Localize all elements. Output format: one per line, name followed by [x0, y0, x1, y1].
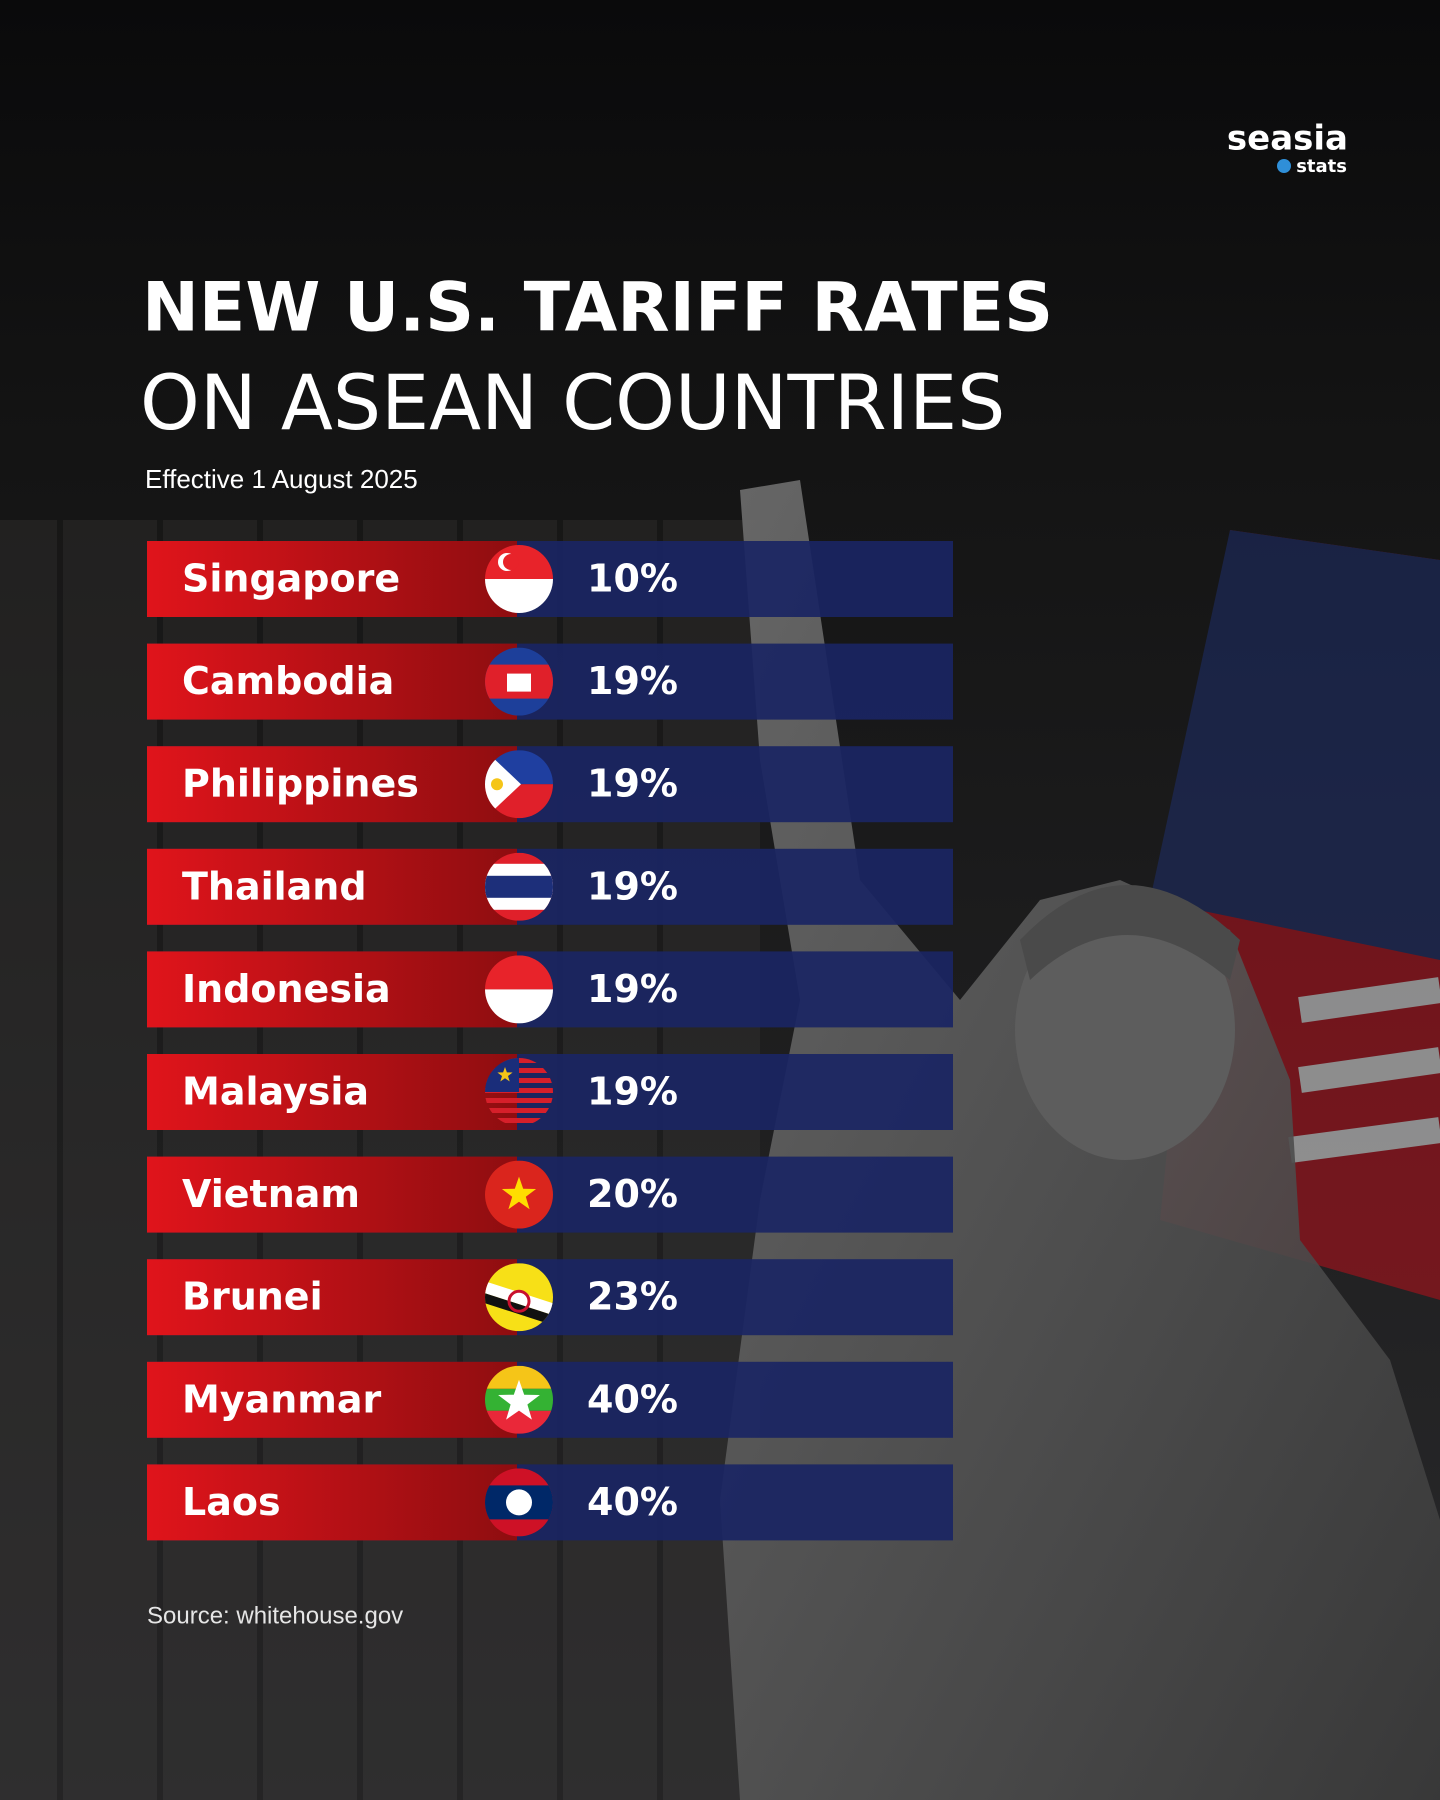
tariff-row: Thailand 19% [147, 848, 953, 925]
country-bar [147, 951, 517, 1028]
country-name: Brunei [182, 1275, 323, 1319]
flag-part [506, 1489, 532, 1516]
country-bar [147, 1054, 517, 1130]
tariff-row: Philippines 19% [147, 746, 953, 823]
country-bar [147, 1156, 517, 1233]
flag-part [485, 1281, 553, 1316]
tariff-row: Myanmar 40% [147, 1361, 953, 1438]
country-name: Singapore [182, 557, 400, 601]
country-bar [147, 746, 517, 823]
logo-tag: stats [1296, 156, 1347, 177]
country-name: Thailand [182, 864, 367, 908]
tariff-rate: 19% [587, 967, 678, 1011]
tariff-rate: 23% [587, 1275, 678, 1319]
tariff-rate: 19% [587, 1070, 678, 1114]
country-name: Malaysia [182, 1070, 369, 1114]
tariff-row: Singapore 10% [147, 541, 953, 617]
tariff-rate: 40% [587, 1377, 678, 1421]
flag-part [497, 1067, 513, 1082]
country-bar [147, 848, 517, 925]
flag-part [485, 1118, 553, 1123]
country-name: Myanmar [182, 1377, 382, 1421]
tariff-row: Laos 40% [147, 1464, 953, 1541]
flag-part [485, 1293, 553, 1326]
flag [485, 1263, 553, 1332]
flag-part [507, 1289, 531, 1313]
flag [485, 955, 553, 1024]
country-bar [147, 643, 517, 720]
flag-part [485, 1108, 553, 1113]
tariff-rate: 10% [587, 557, 678, 601]
logo-name: seasia [1227, 119, 1348, 159]
flag-part [507, 673, 531, 692]
flag-part [501, 1176, 537, 1210]
country-name: Laos [182, 1480, 281, 1524]
source: Source: whitehouse.gov [147, 1602, 403, 1629]
tariff-rate: 20% [587, 1172, 678, 1216]
title-line-1: NEW U.S. TARIFF RATES [142, 269, 1053, 348]
logo-dot [1277, 159, 1291, 173]
flag [485, 1160, 553, 1229]
tariff-row: Vietnam 20% [147, 1156, 953, 1233]
flag-part [503, 554, 519, 570]
rows: Singapore 10%Cambodia 19%Philippines 19%Tha… [147, 541, 953, 1541]
flag [485, 1365, 553, 1434]
country-name: Vietnam [182, 1172, 360, 1216]
tariff-rate: 19% [587, 659, 678, 703]
flag [485, 852, 553, 921]
flag [485, 1468, 553, 1537]
tariff-row: Malaysia 19% [147, 1054, 953, 1130]
flag-part [485, 1410, 553, 1434]
flag-part [485, 1365, 553, 1389]
flag [485, 647, 553, 716]
country-bar [147, 1464, 517, 1541]
country-name: Philippines [182, 762, 419, 806]
country-name: Cambodia [182, 659, 394, 703]
flag-part [485, 875, 553, 898]
title-line-2: ON ASEAN COUNTRIES [140, 358, 1005, 447]
country-bar [147, 1361, 517, 1438]
tariff-rate: 19% [587, 864, 678, 908]
country-bar [147, 541, 517, 617]
tariff-row: Indonesia 19% [147, 951, 953, 1028]
flag-part [485, 1098, 553, 1103]
flag [485, 545, 553, 613]
flag-part [491, 778, 503, 791]
country-bar [147, 1259, 517, 1336]
tariff-row: Brunei 23% [147, 1259, 953, 1336]
tariff-rate: 19% [587, 762, 678, 806]
flag-part [498, 1379, 540, 1420]
flag [485, 750, 553, 819]
subtitle: Effective 1 August 2025 [145, 464, 418, 494]
tariff-rate: 40% [587, 1480, 678, 1524]
tariff-row: Cambodia 19% [147, 643, 953, 720]
country-name: Indonesia [182, 967, 391, 1011]
